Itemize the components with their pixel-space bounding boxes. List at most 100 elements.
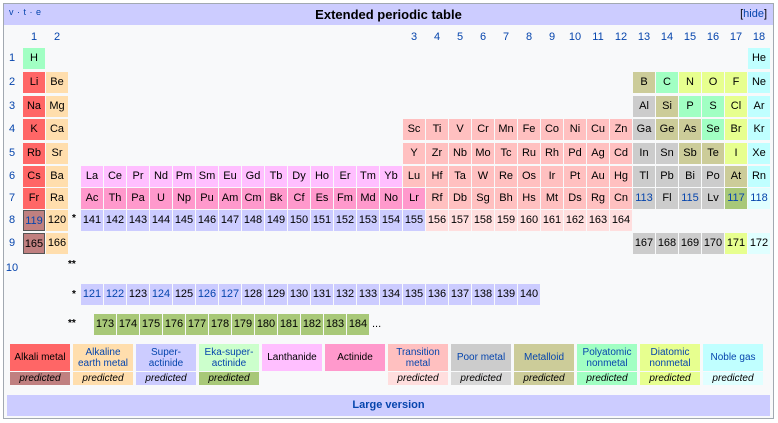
element-In[interactable]: In	[633, 143, 655, 164]
element-U[interactable]: U	[150, 188, 172, 209]
element-156[interactable]: 156	[426, 210, 448, 231]
element-Pa[interactable]: Pa	[127, 188, 149, 209]
element-126[interactable]: 126	[196, 284, 218, 305]
element-Cd[interactable]: Cd	[610, 143, 632, 164]
group-number-18[interactable]: 18	[752, 31, 766, 43]
element-121[interactable]: 121	[81, 284, 103, 305]
element-Rf[interactable]: Rf	[426, 188, 448, 209]
element-Am[interactable]: Am	[219, 188, 241, 209]
element-167[interactable]: 167	[633, 233, 655, 254]
element-183[interactable]: 183	[324, 314, 346, 335]
element-160[interactable]: 160	[518, 210, 540, 231]
group-number-15[interactable]: 15	[683, 31, 697, 43]
group-number-9[interactable]: 9	[548, 31, 556, 43]
element-H[interactable]: H	[23, 48, 45, 69]
group-number-6[interactable]: 6	[479, 31, 487, 43]
element-O[interactable]: O	[702, 72, 724, 93]
element-F[interactable]: F	[725, 72, 747, 93]
group-number-16[interactable]: 16	[706, 31, 720, 43]
legend-diatomic[interactable]: Diatomic nonmetal	[640, 344, 700, 371]
element-153[interactable]: 153	[357, 210, 379, 231]
legend-trans[interactable]: Transition metal	[388, 344, 448, 371]
legend-actin[interactable]: Actinide	[325, 344, 385, 371]
group-number-11[interactable]: 11	[592, 31, 604, 43]
element-146[interactable]: 146	[196, 210, 218, 231]
element-Rg[interactable]: Rg	[587, 188, 609, 209]
element-Na[interactable]: Na	[23, 96, 45, 117]
element-Ho[interactable]: Ho	[311, 166, 333, 187]
element-134[interactable]: 134	[380, 284, 402, 305]
element-158[interactable]: 158	[472, 210, 494, 231]
element-122[interactable]: 122	[104, 284, 126, 305]
element-Rb[interactable]: Rb	[23, 143, 45, 164]
element-Ds[interactable]: Ds	[564, 188, 586, 209]
element-168[interactable]: 168	[656, 233, 678, 254]
element-Cr[interactable]: Cr	[472, 119, 494, 140]
element-124[interactable]: 124	[150, 284, 172, 305]
element-Bk[interactable]: Bk	[265, 188, 287, 209]
element-K[interactable]: K	[23, 119, 45, 140]
element-159[interactable]: 159	[495, 210, 517, 231]
element-172[interactable]: 172	[748, 233, 770, 254]
element-Tc[interactable]: Tc	[495, 143, 517, 164]
element-Au[interactable]: Au	[587, 166, 609, 187]
element-V[interactable]: V	[449, 119, 471, 140]
element-169[interactable]: 169	[679, 233, 701, 254]
group-number-2[interactable]: 2	[53, 31, 61, 43]
element-Nb[interactable]: Nb	[449, 143, 471, 164]
element-Cl[interactable]: Cl	[725, 96, 747, 117]
element-Ru[interactable]: Ru	[518, 143, 540, 164]
element-Ca[interactable]: Ca	[46, 119, 68, 140]
element-174[interactable]: 174	[117, 314, 139, 335]
element-Rn[interactable]: Rn	[748, 166, 770, 187]
element-151[interactable]: 151	[311, 210, 333, 231]
element-Se[interactable]: Se	[702, 119, 724, 140]
element-Xe[interactable]: Xe	[748, 143, 770, 164]
element-Ba[interactable]: Ba	[46, 166, 68, 187]
element-Lu[interactable]: Lu	[403, 166, 425, 187]
element-137[interactable]: 137	[449, 284, 471, 305]
element-Tb[interactable]: Tb	[265, 166, 287, 187]
element-S[interactable]: S	[702, 96, 724, 117]
element-Eu[interactable]: Eu	[219, 166, 241, 187]
element-Fr[interactable]: Fr	[23, 188, 45, 209]
element-Co[interactable]: Co	[541, 119, 563, 140]
element-142[interactable]: 142	[104, 210, 126, 231]
group-number-1[interactable]: 1	[30, 31, 38, 43]
element-Ge[interactable]: Ge	[656, 119, 678, 140]
group-number-7[interactable]: 7	[502, 31, 510, 43]
element-Be[interactable]: Be	[46, 72, 68, 93]
element-157[interactable]: 157	[449, 210, 471, 231]
element-144[interactable]: 144	[150, 210, 172, 231]
element-164[interactable]: 164	[610, 210, 632, 231]
navbox-links[interactable]: v · t · e	[9, 7, 42, 17]
element-Er[interactable]: Er	[334, 166, 356, 187]
element-175[interactable]: 175	[140, 314, 162, 335]
element-131[interactable]: 131	[311, 284, 333, 305]
element-Dy[interactable]: Dy	[288, 166, 310, 187]
element-Th[interactable]: Th	[104, 188, 126, 209]
legend-poor[interactable]: Poor metal	[451, 344, 511, 371]
element-He[interactable]: He	[748, 48, 770, 69]
element-Ag[interactable]: Ag	[587, 143, 609, 164]
element-N[interactable]: N	[679, 72, 701, 93]
element-Gd[interactable]: Gd	[242, 166, 264, 187]
element-Np[interactable]: Np	[173, 188, 195, 209]
legend-noble[interactable]: Noble gas	[703, 344, 763, 371]
element-163[interactable]: 163	[587, 210, 609, 231]
group-number-14[interactable]: 14	[660, 31, 674, 43]
element-177[interactable]: 177	[186, 314, 208, 335]
element-162[interactable]: 162	[564, 210, 586, 231]
element-Sn[interactable]: Sn	[656, 143, 678, 164]
element-150[interactable]: 150	[288, 210, 310, 231]
element-Ne[interactable]: Ne	[748, 72, 770, 93]
element-173[interactable]: 173	[94, 314, 116, 335]
element-141[interactable]: 141	[81, 210, 103, 231]
element-Sc[interactable]: Sc	[403, 119, 425, 140]
element-Te[interactable]: Te	[702, 143, 724, 164]
element-At[interactable]: At	[725, 166, 747, 187]
element-Rh[interactable]: Rh	[541, 143, 563, 164]
element-Md[interactable]: Md	[357, 188, 379, 209]
element-128[interactable]: 128	[242, 284, 264, 305]
element-Hf[interactable]: Hf	[426, 166, 448, 187]
